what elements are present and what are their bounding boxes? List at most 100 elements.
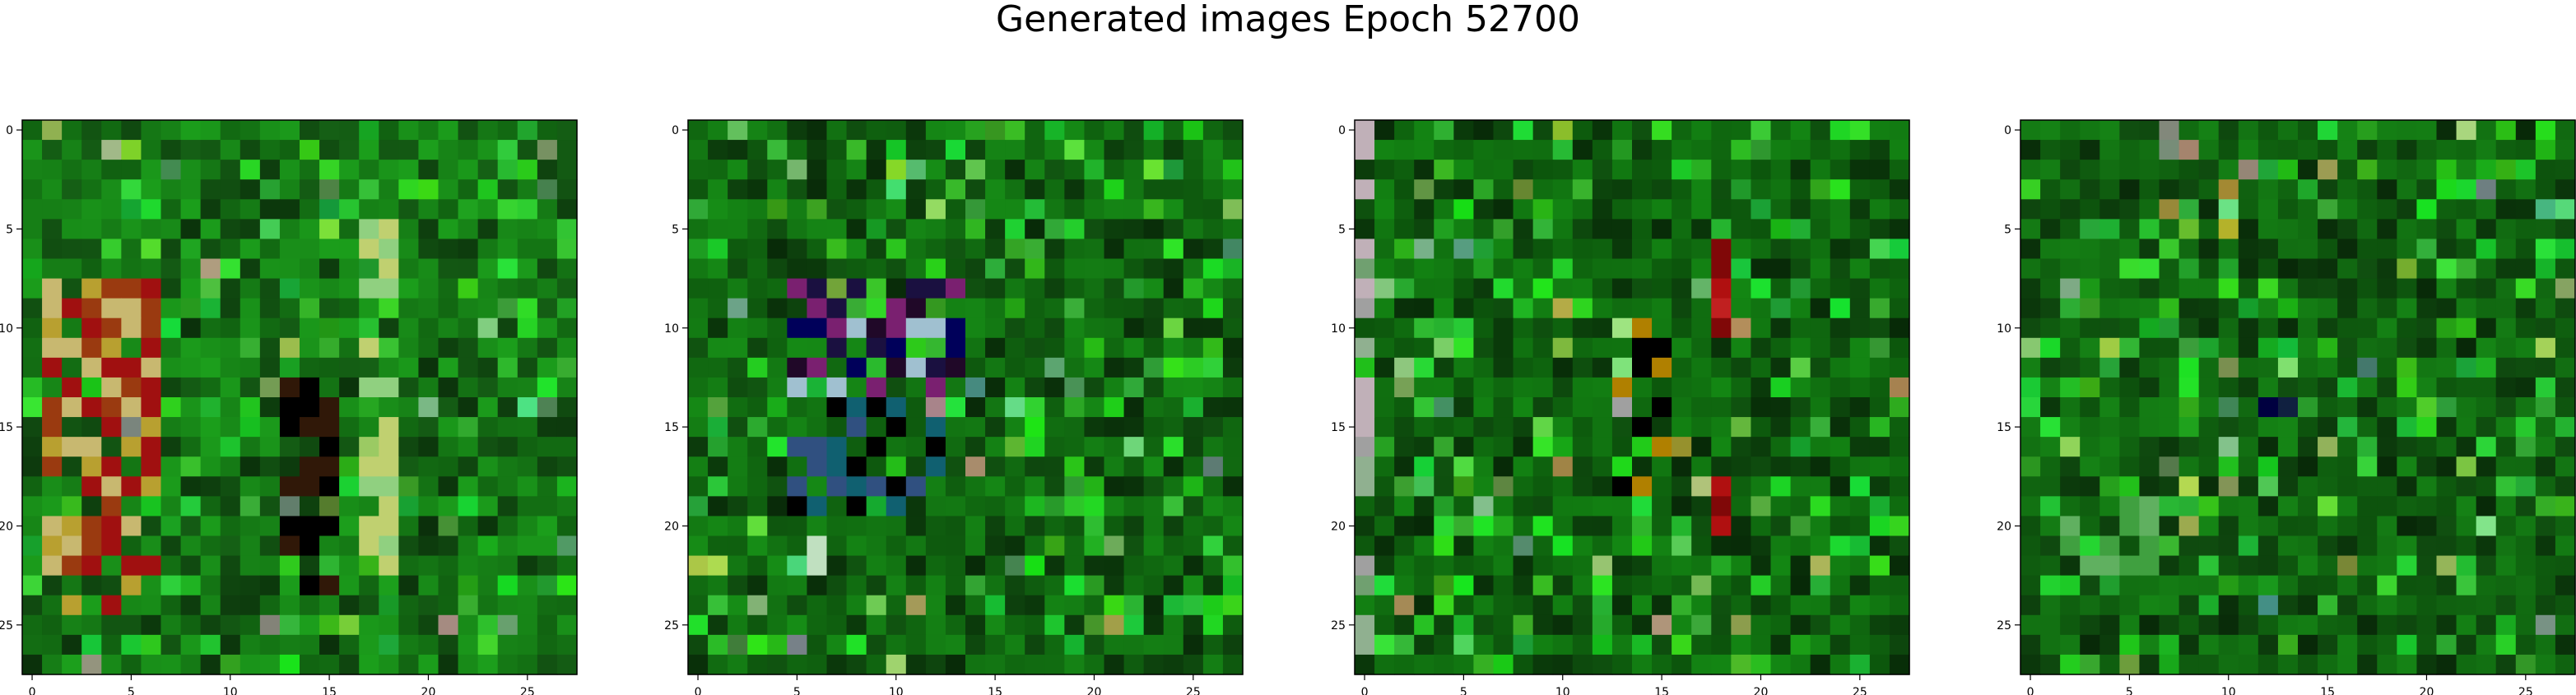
pixel-r15-c5 <box>121 417 142 438</box>
pixel-r23-c7 <box>2159 575 2180 596</box>
pixel-r24-c24 <box>1163 595 1184 616</box>
pixel-r0-c5 <box>787 120 808 141</box>
pixel-r22-c16 <box>339 555 360 577</box>
pixel-r13-c8 <box>1513 377 1534 398</box>
pixel-r8-c3 <box>747 278 768 299</box>
pixel-r27-c17 <box>2357 654 2378 675</box>
pixel-r13-c8 <box>846 377 867 398</box>
pixel-r25-c4 <box>1434 614 1454 636</box>
pixel-r19-c6 <box>141 496 162 517</box>
pixel-r9-c0 <box>1355 298 1375 319</box>
pixel-r10-c21 <box>2436 317 2457 339</box>
pixel-r24-c10 <box>2218 595 2239 616</box>
pixel-r23-c1 <box>708 575 728 596</box>
pixel-r7-c19 <box>1731 258 1752 280</box>
pixel-r19-c6 <box>2139 496 2160 517</box>
pixel-r7-c9 <box>2198 258 2220 280</box>
pixel-r8-c22 <box>1123 278 1145 299</box>
pixel-r10-c20 <box>1084 317 1105 339</box>
pixel-r6-c25 <box>1183 239 1204 260</box>
pixel-r19-c20 <box>2416 496 2438 517</box>
pixel-r4-c0 <box>2020 199 2041 220</box>
pixel-r12-c2 <box>2060 357 2081 378</box>
pixel-r5-c0 <box>1355 219 1375 240</box>
pixel-r26-c12 <box>925 634 946 656</box>
pixel-r6-c22 <box>2456 239 2477 260</box>
pixel-r8-c9 <box>200 278 221 299</box>
pixel-r4-c26 <box>1869 199 1890 220</box>
pixel-r12-c3 <box>747 357 768 378</box>
pixel-r18-c20 <box>418 476 439 497</box>
pixel-r2-c0 <box>22 160 43 180</box>
pixel-r9-c13 <box>1611 298 1633 319</box>
pixel-r5-c22 <box>2456 219 2477 240</box>
pixel-r10-c16 <box>1005 317 1025 339</box>
pixel-r19-c9 <box>866 496 887 517</box>
pixel-r27-c20 <box>1751 654 1772 675</box>
pixel-r8-c15 <box>2318 278 2338 299</box>
pixel-r3-c2 <box>728 179 748 200</box>
pixel-r14-c15 <box>985 397 1006 418</box>
pixel-r15-c25 <box>1183 417 1204 438</box>
pixel-r24-c10 <box>886 595 907 616</box>
pixel-r10-c27 <box>1889 317 1910 339</box>
pixel-r18-c8 <box>846 476 867 497</box>
pixel-r5-c16 <box>339 219 360 240</box>
pixel-r11-c24 <box>1830 337 1851 359</box>
pixel-r24-c11 <box>1572 595 1593 616</box>
pixel-r1-c15 <box>319 140 340 160</box>
pixel-r13-c27 <box>556 377 578 398</box>
pixel-r7-c25 <box>517 258 538 280</box>
pixel-r15-c7 <box>160 417 182 438</box>
pixel-r25-c26 <box>2535 614 2556 636</box>
pixel-r7-c3 <box>747 258 768 280</box>
pixel-r2-c9 <box>866 160 887 180</box>
pixel-r3-c20 <box>2416 179 2438 200</box>
pixel-r24-c2 <box>1394 595 1415 616</box>
pixel-r3-c18 <box>1044 179 1065 200</box>
pixel-r25-c12 <box>259 614 281 636</box>
pixel-r22-c18 <box>1711 555 1732 577</box>
pixel-r0-c8 <box>180 120 202 141</box>
pixel-r25-c5 <box>2119 614 2141 636</box>
pixel-r19-c1 <box>2040 496 2061 517</box>
pixel-r25-c24 <box>2495 614 2517 636</box>
pixel-r3-c11 <box>239 179 261 200</box>
pixel-r2-c16 <box>339 160 360 180</box>
pixel-r0-c20 <box>2416 120 2438 141</box>
pixel-r22-c8 <box>846 555 867 577</box>
pixel-r16-c7 <box>826 437 848 457</box>
pixel-r27-c10 <box>886 654 907 675</box>
pixel-r5-c5 <box>2119 219 2141 240</box>
pixel-r26-c0 <box>688 634 709 656</box>
pixel-r5-c9 <box>866 219 887 240</box>
pixel-r1-c7 <box>1493 140 1514 160</box>
pixel-r14-c16 <box>339 397 360 418</box>
pixel-r12-c0 <box>1355 357 1375 378</box>
x-tick-label: 25 <box>2518 686 2533 695</box>
pixel-r24-c17 <box>1691 595 1712 616</box>
pixel-r7-c2 <box>728 258 748 280</box>
pixel-r5-c18 <box>1711 219 1732 240</box>
pixel-r15-c25 <box>1849 417 1871 438</box>
pixel-r16-c7 <box>1493 437 1514 457</box>
pixel-r15-c7 <box>826 417 848 438</box>
pixel-r20-c15 <box>985 516 1006 537</box>
pixel-r23-c25 <box>2515 575 2536 596</box>
pixel-r11-c26 <box>537 337 558 359</box>
pixel-r5-c15 <box>1652 219 1672 240</box>
pixel-r15-c18 <box>2377 417 2397 438</box>
pixel-r12-c26 <box>1202 357 1224 378</box>
pixel-r21-c21 <box>2436 535 2457 557</box>
pixel-r19-c25 <box>517 496 538 517</box>
pixel-r16-c11 <box>905 437 927 457</box>
pixel-r8-c0 <box>1355 278 1375 299</box>
pixel-r25-c12 <box>2257 614 2279 636</box>
pixel-r9-c11 <box>1572 298 1593 319</box>
pixel-r10-c3 <box>1414 317 1434 339</box>
pixel-r11-c20 <box>418 337 439 359</box>
pixel-r24-c17 <box>1025 595 1045 616</box>
pixel-r23-c24 <box>1163 575 1184 596</box>
pixel-r15-c16 <box>1672 417 1692 438</box>
pixel-r1-c17 <box>1691 140 1712 160</box>
